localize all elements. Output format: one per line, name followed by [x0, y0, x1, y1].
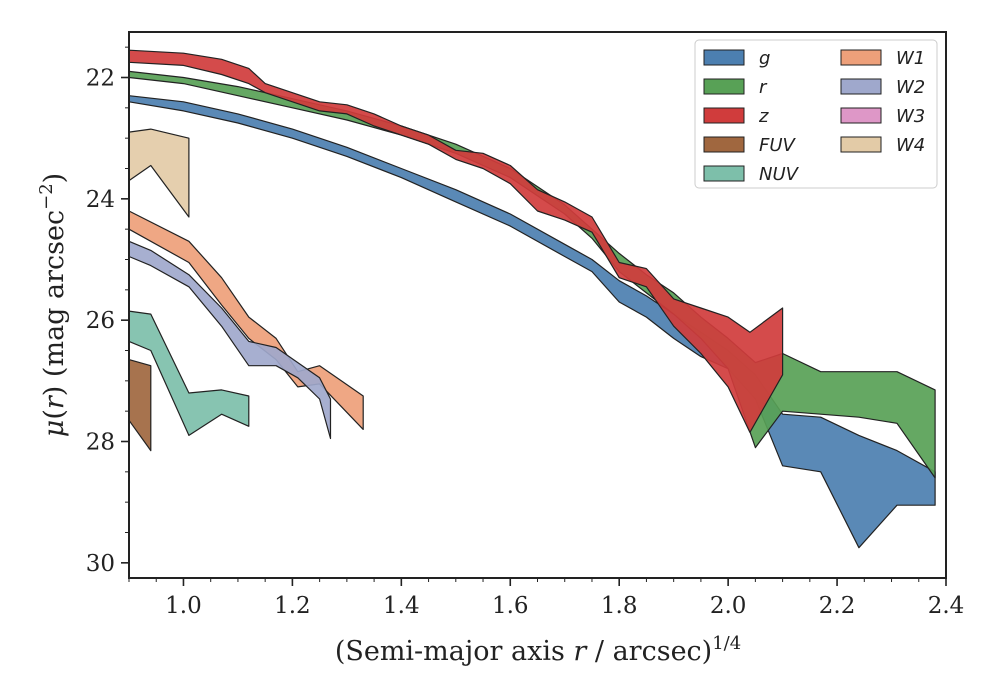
- legend-label-z: z: [758, 106, 769, 127]
- legend-swatch-z: [703, 107, 745, 124]
- legend-label-g: g: [759, 48, 770, 69]
- legend-swatch-w1: [840, 49, 882, 66]
- y-tick-label: 26: [86, 308, 115, 334]
- legend-label-r: r: [759, 77, 768, 98]
- y-tick-label: 28: [86, 430, 115, 456]
- legend-swatch-w2: [840, 78, 882, 95]
- legend-swatch-g: [703, 49, 745, 66]
- x-axis-label: (Semi-major axis r / arcsec)1/4: [335, 633, 741, 667]
- band-z: [128, 49, 784, 433]
- band-nuv: [128, 310, 250, 436]
- legend-label-w1: W1: [896, 48, 925, 69]
- series-bands: [128, 49, 936, 549]
- legend-label-w4: W4: [896, 135, 925, 156]
- band-g: [128, 95, 936, 549]
- x-tick-label: 2.2: [819, 593, 856, 619]
- legend-swatch-r: [703, 78, 745, 95]
- legend-swatch-w4: [840, 136, 882, 153]
- y-tick-label: 30: [86, 551, 115, 577]
- y-axis-label: μ(r) (mag arcsec−2): [36, 173, 70, 437]
- x-tick-label: 1.6: [492, 593, 529, 619]
- legend-label-w2: W2: [896, 77, 925, 98]
- legend-swatch-nuv: [703, 165, 745, 182]
- legend-swatch-w3: [840, 107, 882, 124]
- legend-swatch-fuv: [703, 136, 745, 153]
- x-tick-label: 1.8: [601, 593, 638, 619]
- x-tick-label: 1.4: [383, 593, 420, 619]
- band-w2: [128, 240, 332, 440]
- legend-label-w3: W3: [896, 106, 925, 127]
- legend-label-fuv: FUV: [759, 135, 797, 156]
- y-tick-label: 22: [86, 66, 115, 92]
- x-tick-label: 2.4: [928, 593, 965, 619]
- x-tick-label: 2.0: [710, 593, 747, 619]
- band-fuv: [128, 359, 152, 452]
- band-w4: [128, 128, 190, 218]
- legend-label-nuv: NUV: [759, 164, 800, 185]
- x-tick-label: 1.0: [165, 593, 202, 619]
- x-tick-label: 1.2: [274, 593, 311, 619]
- axis-ticks: 1.0 1.2 1.4 1.6 1.8 2.0 2.2 2.4 22 24 26 28 30: [86, 46, 965, 619]
- y-tick-label: 24: [86, 187, 115, 213]
- legend: grz FUV NUV W1 W2 W3 W4: [694, 39, 938, 189]
